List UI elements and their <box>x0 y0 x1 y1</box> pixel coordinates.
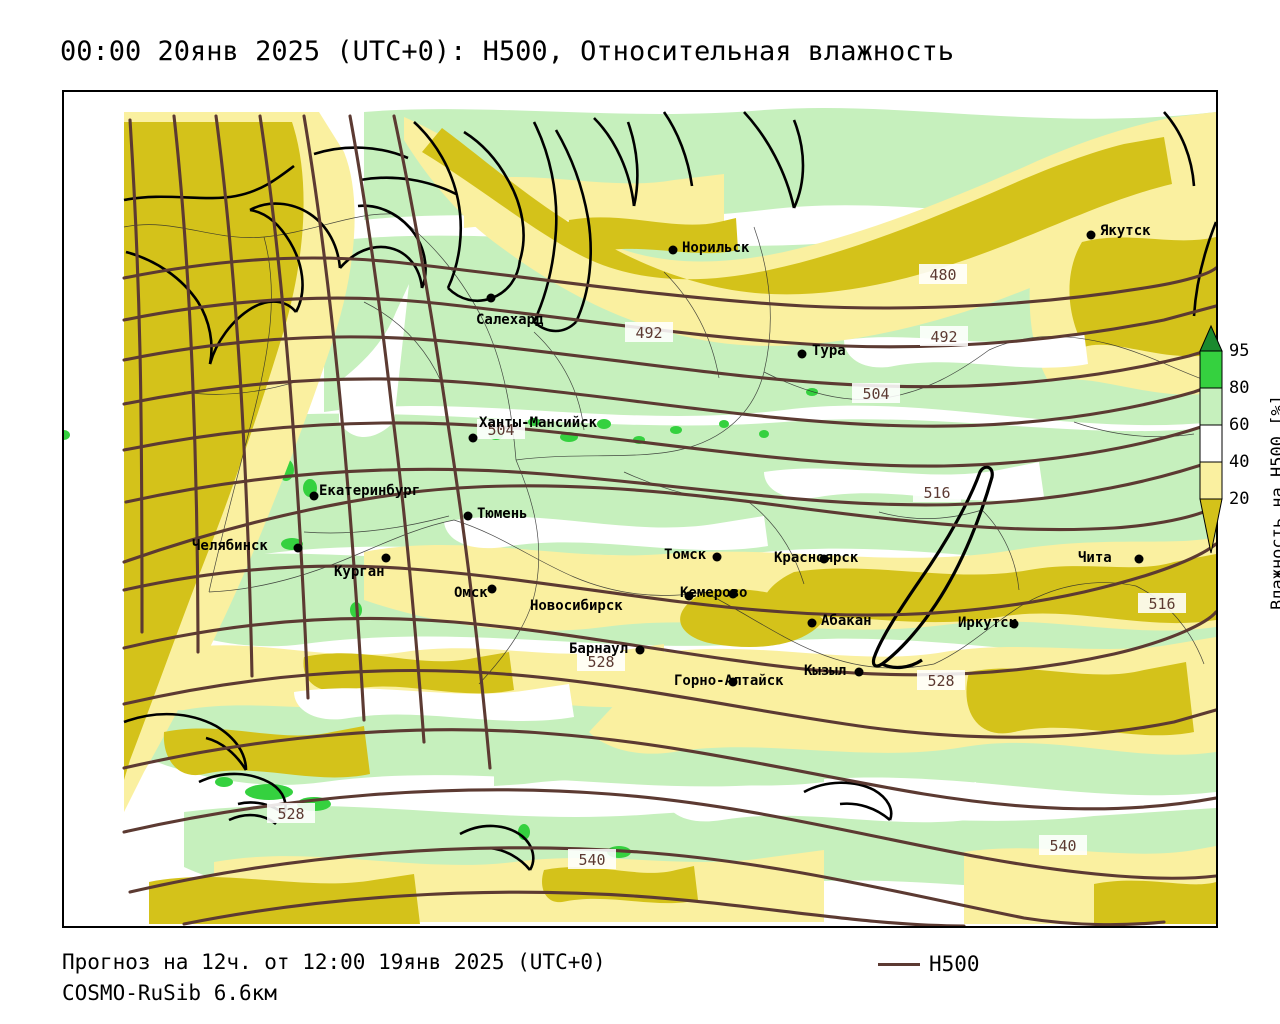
colorbar-tick-80: 80 <box>1229 378 1250 398</box>
city-dot <box>293 543 303 553</box>
colorbar-tick-20: 20 <box>1229 489 1250 509</box>
city-dot <box>1134 554 1144 564</box>
colorbar-svg <box>1199 324 1223 554</box>
city-dot <box>381 553 391 563</box>
h500-contours <box>122 114 1216 926</box>
contour-label: 480 <box>929 266 956 284</box>
city-label: Челябинск <box>192 538 268 554</box>
contour-label-bg <box>577 651 625 671</box>
contour-label: 492 <box>635 324 662 342</box>
colorbar-bottom-arrow <box>1199 498 1223 554</box>
contour-label: 516 <box>923 484 950 502</box>
lake-baikal <box>871 465 994 670</box>
contour-labels: 480 492 492 504 504 516 516 528 528 528 540 540 <box>267 264 1186 869</box>
city-label: Екатеринбург <box>319 483 420 499</box>
city-dot <box>728 677 738 687</box>
contour-label-bg <box>919 264 967 284</box>
city-label: Кызыл <box>804 663 846 679</box>
city-label: Иркутск <box>958 615 1018 631</box>
city-label: Горно-Алтайск <box>674 673 784 689</box>
h500-legend-label: H500 <box>929 952 980 976</box>
colorbar-title-text: Влажность на H500 [%] <box>1268 395 1280 610</box>
contour-label-bg <box>267 803 315 823</box>
contour-label-bg <box>913 482 961 502</box>
h500-legend-line <box>878 962 920 966</box>
contour-label: 540 <box>578 851 605 869</box>
city-dot <box>1009 619 1019 629</box>
city-dot <box>819 554 829 564</box>
colorbar-band-60-80 <box>1199 387 1223 426</box>
city-dot <box>797 349 807 359</box>
city-label: Якутск <box>1100 223 1151 239</box>
contour-label-bg <box>477 419 525 439</box>
contour-label-bg <box>920 326 968 346</box>
humidity-shading-gold <box>124 122 1216 924</box>
contour-label-bg <box>1138 593 1186 613</box>
city-label: Новосибирск <box>530 598 623 614</box>
h500-legend: H500 <box>878 952 980 976</box>
colorbar-tick-60: 60 <box>1229 415 1250 435</box>
colorbar-title: Влажность на H500 [%] <box>1246 330 1280 610</box>
contour-label-bg <box>568 849 616 869</box>
city-label: Чита <box>1078 550 1112 566</box>
city-dot <box>728 589 738 599</box>
page-title: 00:00 20янв 2025 (UTC+0): H500, Относите… <box>60 36 955 67</box>
city-label: Барнаул <box>569 641 628 657</box>
contour-label: 528 <box>927 672 954 690</box>
city-label: Кемерово <box>680 585 747 601</box>
city-label: Курган <box>334 564 385 580</box>
city-label: Красноярск <box>774 550 859 566</box>
city-label: Абакан <box>821 613 872 629</box>
colorbar-tick-40: 40 <box>1229 452 1250 472</box>
city-label: Тура <box>812 343 846 359</box>
model-info: COSMO-RuSib 6.6км <box>62 981 277 1005</box>
city-markers: Якутск Норильск Салехард Тура Ханты-Мансийск… <box>192 223 1151 689</box>
colorbar-tick-95: 95 <box>1229 341 1250 361</box>
city-dot <box>486 293 496 303</box>
city-label: Омск <box>454 585 488 601</box>
city-dot <box>684 591 694 601</box>
map-canvas: 480 492 492 504 504 516 516 528 528 528 540 540 Яку… <box>64 92 1216 926</box>
contour-label: 540 <box>1049 837 1076 855</box>
contour-label-bg <box>625 322 673 342</box>
city-dot <box>712 552 722 562</box>
city-dot <box>309 491 319 501</box>
coastline <box>123 111 1216 871</box>
colorbar[interactable]: 95 80 60 40 20 <box>1196 318 1280 618</box>
colorbar-band-40-60 <box>1199 424 1223 463</box>
contour-label: 516 <box>1148 595 1175 613</box>
contour-label: 528 <box>277 805 304 823</box>
city-label: Томск <box>664 547 707 563</box>
weather-map[interactable]: 480 492 492 504 504 516 516 528 528 528 540 540 Яку… <box>62 90 1218 928</box>
city-label: Салехард <box>476 312 544 328</box>
city-dot <box>635 645 645 655</box>
contour-label: 492 <box>930 328 957 346</box>
city-dot <box>463 511 473 521</box>
contour-label: 504 <box>487 421 514 439</box>
forecast-info: Прогноз на 12ч. от 12:00 19янв 2025 (UTC… <box>62 950 606 974</box>
contour-label: 528 <box>587 653 614 671</box>
colorbar-top-arrow <box>1199 324 1223 352</box>
city-label: Норильск <box>682 240 750 256</box>
colorbar-band-80-95 <box>1199 350 1223 389</box>
city-dot <box>468 433 478 443</box>
city-label: Ханты-Мансийск <box>479 415 598 431</box>
city-label: Тюмень <box>477 506 528 522</box>
city-dot <box>854 667 864 677</box>
city-dot <box>668 245 678 255</box>
region-borders <box>123 213 1216 685</box>
contour-label-bg <box>852 383 900 403</box>
contour-label-bg <box>917 670 965 690</box>
contour-label-bg <box>1039 835 1087 855</box>
city-dot <box>487 584 497 594</box>
city-dot <box>1086 230 1096 240</box>
city-dot <box>807 618 817 628</box>
colorbar-band-20-40 <box>1199 461 1223 500</box>
contour-label: 504 <box>862 385 889 403</box>
